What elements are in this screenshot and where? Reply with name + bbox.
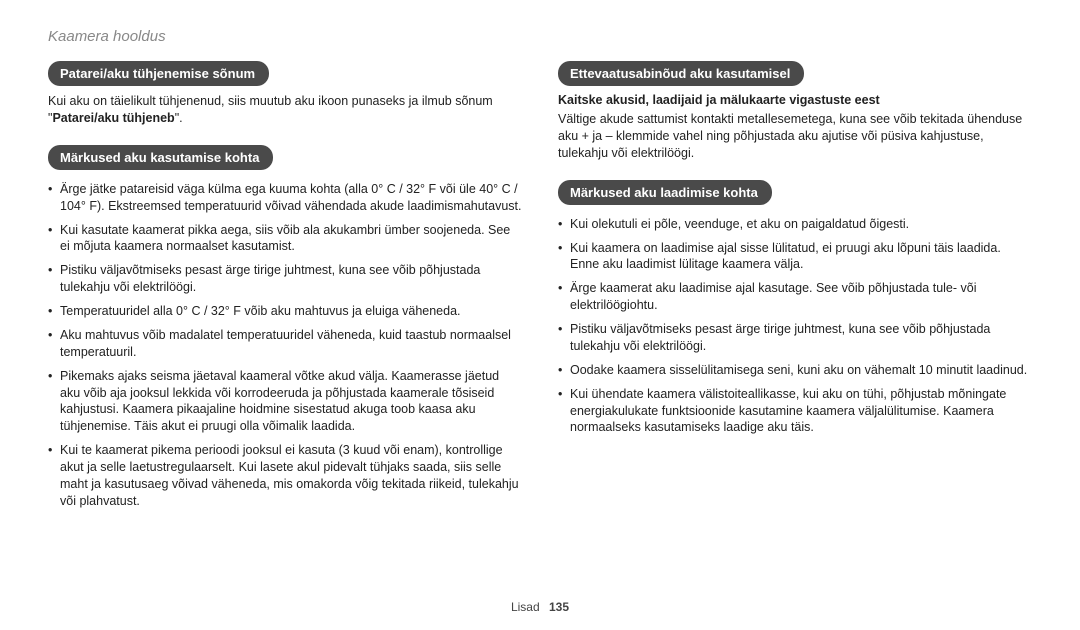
body-text: Kui aku on täielikult tühjenenud, siis m… <box>48 93 522 127</box>
bullet-list: Ärge jätke patareisid väga külma ega kuu… <box>48 181 522 510</box>
pill-heading: Ettevaatusabinõud aku kasutamisel <box>558 61 804 86</box>
list-item: Temperatuuridel alla 0° C / 32° F võib a… <box>48 303 522 320</box>
pill-heading: Märkused aku kasutamise kohta <box>48 145 273 170</box>
list-item: Kui te kaamerat pikema perioodi jooksul … <box>48 442 522 510</box>
list-item: Pistiku väljavõtmiseks pesast ärge tirig… <box>558 321 1032 355</box>
page-heading: Kaamera hooldus <box>48 28 1032 45</box>
page-number: 135 <box>549 600 569 614</box>
list-item: Kui ühendate kaamera välistoiteallikasse… <box>558 386 1032 437</box>
footer-label: Lisad <box>511 600 540 614</box>
list-item: Pikemaks ajaks seisma jäetaval kaameral … <box>48 368 522 436</box>
list-item: Pistiku väljavõtmiseks pesast ärge tirig… <box>48 262 522 296</box>
list-item: Kui kaamera on laadimise ajal sisse lüli… <box>558 240 1032 274</box>
section-discharge-message: Patarei/aku tühjenemise sõnum Kui aku on… <box>48 59 522 127</box>
text-part-bold: Patarei/aku tühjeneb <box>52 111 174 125</box>
pill-heading: Märkused aku laadimise kohta <box>558 180 772 205</box>
list-item: Oodake kaamera sisselülitamisega seni, k… <box>558 362 1032 379</box>
text-part-b: ". <box>175 111 183 125</box>
subheading: Kaitske akusid, laadijaid ja mälukaarte … <box>558 93 1032 107</box>
bullet-list: Kui olekutuli ei põle, veenduge, et aku … <box>558 216 1032 437</box>
list-item: Ärge kaamerat aku laadimise ajal kasutag… <box>558 280 1032 314</box>
list-item: Ärge jätke patareisid väga külma ega kuu… <box>48 181 522 215</box>
right-column: Ettevaatusabinõud aku kasutamisel Kaitsk… <box>558 59 1032 517</box>
list-item: Aku mahtuvus võib madalatel temperatuuri… <box>48 327 522 361</box>
section-usage-notes: Märkused aku kasutamise kohta Ärge jätke… <box>48 143 522 510</box>
section-precautions: Ettevaatusabinõud aku kasutamisel Kaitsk… <box>558 59 1032 162</box>
body-text: Vältige akude sattumist kontakti metalle… <box>558 111 1032 162</box>
section-charging-notes: Märkused aku laadimise kohta Kui olekutu… <box>558 178 1032 437</box>
content-columns: Patarei/aku tühjenemise sõnum Kui aku on… <box>48 59 1032 517</box>
pill-heading: Patarei/aku tühjenemise sõnum <box>48 61 269 86</box>
list-item: Kui olekutuli ei põle, veenduge, et aku … <box>558 216 1032 233</box>
left-column: Patarei/aku tühjenemise sõnum Kui aku on… <box>48 59 522 517</box>
page-footer: Lisad 135 <box>0 600 1080 614</box>
list-item: Kui kasutate kaamerat pikka aega, siis v… <box>48 222 522 256</box>
